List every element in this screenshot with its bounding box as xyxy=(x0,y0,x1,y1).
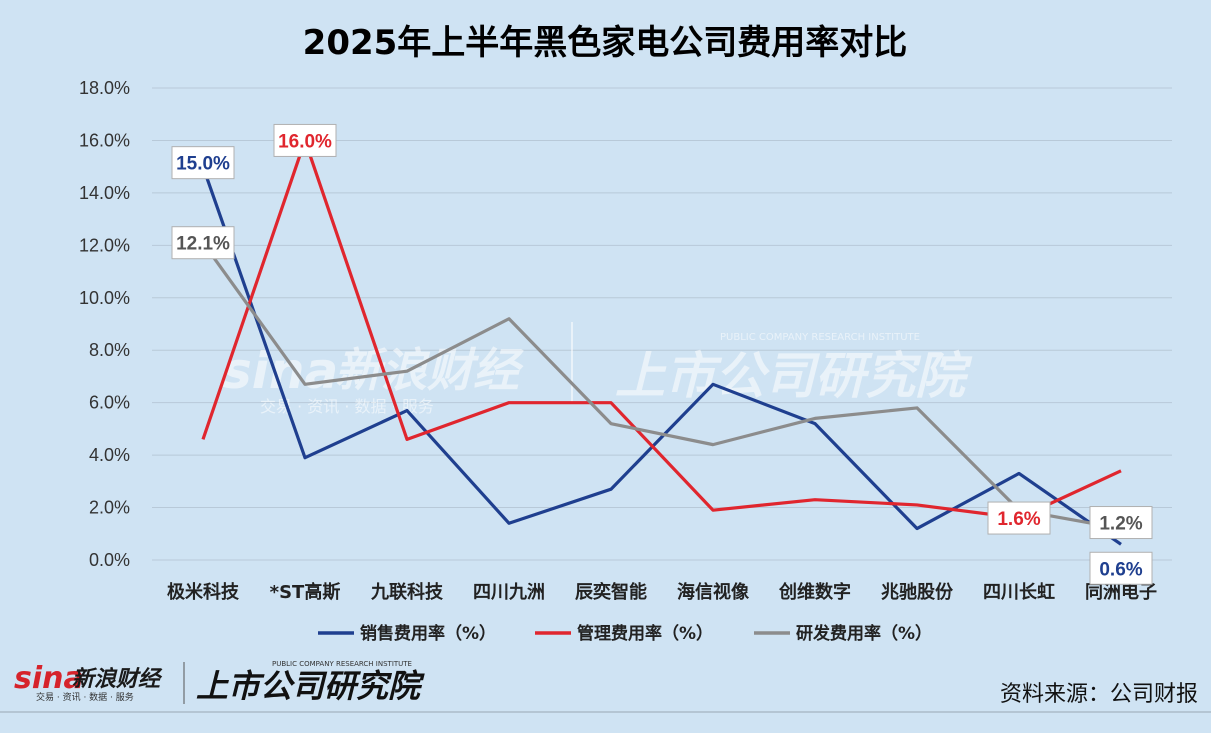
y-tick-label: 6.0% xyxy=(89,393,130,413)
x-tick-label: 辰奕智能 xyxy=(575,581,647,603)
y-tick-label: 14.0% xyxy=(79,183,130,203)
data-label: 16.0% xyxy=(278,131,332,152)
institute-logo: 上市公司研究院 xyxy=(196,667,425,705)
x-tick-label: 极米科技 xyxy=(167,581,240,603)
x-tick-label: 四川长虹 xyxy=(983,581,1055,603)
watermark-sina-brand: 新浪财经 xyxy=(335,343,524,397)
legend-item-1: 管理费用率（%） xyxy=(535,623,713,644)
y-tick-label: 16.0% xyxy=(79,130,130,150)
x-tick-label: 海信视像 xyxy=(677,581,750,603)
y-axis: 0.0% 2.0% 4.0% 6.0% 8.0% 10.0% 12.0% 14.0% 16.0%… xyxy=(79,78,130,570)
data-label-box: 0.6% xyxy=(1089,551,1153,585)
watermark-institute: 上市公司研究院 xyxy=(615,347,973,405)
legend-item-0: 销售费用率（%） xyxy=(318,623,496,644)
data-label: 15.0% xyxy=(176,154,230,175)
legend-item-2: 研发费用率（%） xyxy=(754,623,932,644)
data-label-box: 1.2% xyxy=(1089,506,1153,540)
x-tick-label: *ST高斯 xyxy=(270,581,341,603)
legend-label: 管理费用率（%） xyxy=(577,623,713,644)
data-label-bg xyxy=(987,501,1051,535)
footer-logos: sina 新浪财经 交易 · 资讯 · 数据 · 服务 上市公司研究院 PUBL… xyxy=(14,660,425,705)
data-label-box: 16.0% xyxy=(273,123,337,157)
x-tick-label: 九联科技 xyxy=(370,581,444,603)
sina-brand: 新浪财经 xyxy=(72,666,163,692)
data-label-bg xyxy=(1089,506,1153,540)
y-tick-label: 12.0% xyxy=(79,235,130,255)
data-label-bg xyxy=(273,123,337,157)
y-tick-label: 10.0% xyxy=(79,288,130,308)
data-label-box: 12.1% xyxy=(171,226,235,260)
watermark-sina-sub: 交易 · 资讯 · 数据 · 服务 xyxy=(260,397,434,416)
data-labels: 15.0% 16.0% 12.1% 1.6% 1.2% 0.6% xyxy=(171,123,1153,585)
institute-en: PUBLIC COMPANY RESEARCH INSTITUTE xyxy=(272,660,412,668)
data-label: 1.6% xyxy=(997,509,1040,530)
sina-sub: 交易 · 资讯 · 数据 · 服务 xyxy=(36,691,134,703)
chart-title: 2025年上半年黑色家电公司费用率对比 xyxy=(303,23,908,63)
sina-logo: sina xyxy=(14,661,84,696)
y-tick-label: 8.0% xyxy=(89,340,130,360)
legend: 销售费用率（%） 管理费用率（%） 研发费用率（%） xyxy=(318,623,932,644)
series-line-0 xyxy=(201,166,1122,546)
y-tick-label: 2.0% xyxy=(89,498,130,518)
data-label-bg xyxy=(171,226,235,260)
data-label-bg xyxy=(1089,551,1153,585)
series-line-2 xyxy=(201,241,1122,531)
legend-label: 销售费用率（%） xyxy=(360,623,496,644)
x-tick-label: 兆驰股份 xyxy=(881,581,954,603)
x-tick-label: 同洲电子 xyxy=(1085,581,1157,603)
series xyxy=(201,138,1122,546)
data-label-bg xyxy=(171,146,235,180)
y-tick-label: 18.0% xyxy=(79,78,130,98)
grid xyxy=(152,87,1172,561)
data-label: 1.2% xyxy=(1099,514,1142,535)
y-tick-label: 4.0% xyxy=(89,445,130,465)
x-axis: 极米科技 *ST高斯 九联科技 四川九洲 辰奕智能 海信视像 创维数字 兆驰股份 四川长虹 同洲电… xyxy=(167,581,1157,603)
data-label-box: 15.0% xyxy=(171,146,235,180)
legend-label: 研发费用率（%） xyxy=(796,623,932,644)
series-line-1 xyxy=(201,138,1122,520)
data-label: 12.1% xyxy=(176,234,230,255)
y-tick-label: 0.0% xyxy=(89,550,130,570)
source-note: 资料来源：公司财报 xyxy=(1000,682,1198,707)
watermark-institute-en: PUBLIC COMPANY RESEARCH INSTITUTE xyxy=(720,332,920,343)
x-tick-label: 创维数字 xyxy=(778,581,851,603)
data-label: 0.6% xyxy=(1099,559,1142,580)
x-tick-label: 四川九洲 xyxy=(473,582,545,603)
data-label-box: 1.6% xyxy=(987,501,1051,535)
